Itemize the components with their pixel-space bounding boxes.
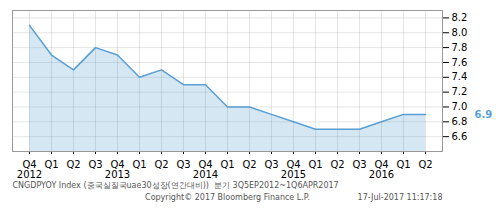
svg-text:Q1: Q1 [396,159,410,170]
svg-text:8.0: 8.0 [452,27,468,38]
svg-text:8.2: 8.2 [452,12,468,23]
svg-text:7.0: 7.0 [452,101,468,112]
svg-text:7.2: 7.2 [452,86,468,97]
svg-text:Q42013: Q42013 [105,159,130,180]
svg-text:7.8: 7.8 [452,42,468,53]
svg-text:Q42016: Q42016 [369,159,394,180]
svg-text:Q42015: Q42015 [281,159,306,180]
svg-text:6.6: 6.6 [452,131,468,142]
svg-text:Q1: Q1 [220,159,234,170]
svg-text:Q2: Q2 [66,159,80,170]
svg-text:Q3: Q3 [88,159,102,170]
svg-text:Q3: Q3 [176,159,190,170]
svg-text:Q3: Q3 [352,159,366,170]
svg-text:Q2: Q2 [154,159,168,170]
svg-text:Q1: Q1 [44,159,58,170]
svg-text:6.9: 6.9 [475,109,493,120]
svg-text:Q2: Q2 [242,159,256,170]
svg-text:Q2: Q2 [330,159,344,170]
svg-text:Q1: Q1 [132,159,146,170]
svg-text:7.4: 7.4 [452,71,468,82]
svg-text:7.6: 7.6 [452,57,468,68]
svg-text:Q42014: Q42014 [193,159,218,180]
svg-text:6.8: 6.8 [452,116,468,127]
svg-text:CNGDPYOY Index (중국실질국uae30성장(연: CNGDPYOY Index (중국실질국uae30성장(연간대비)) 분기 3… [13,181,339,190]
svg-text:Q42012: Q42012 [17,159,42,180]
svg-text:Q2: Q2 [418,159,432,170]
svg-text:17-Jul-2017 11:17:18: 17-Jul-2017 11:17:18 [358,193,443,202]
svg-text:Copyright© 2017 Bloomberg Fina: Copyright© 2017 Bloomberg Finance L.P. [145,193,310,202]
svg-text:Q3: Q3 [264,159,278,170]
svg-text:Q1: Q1 [308,159,322,170]
